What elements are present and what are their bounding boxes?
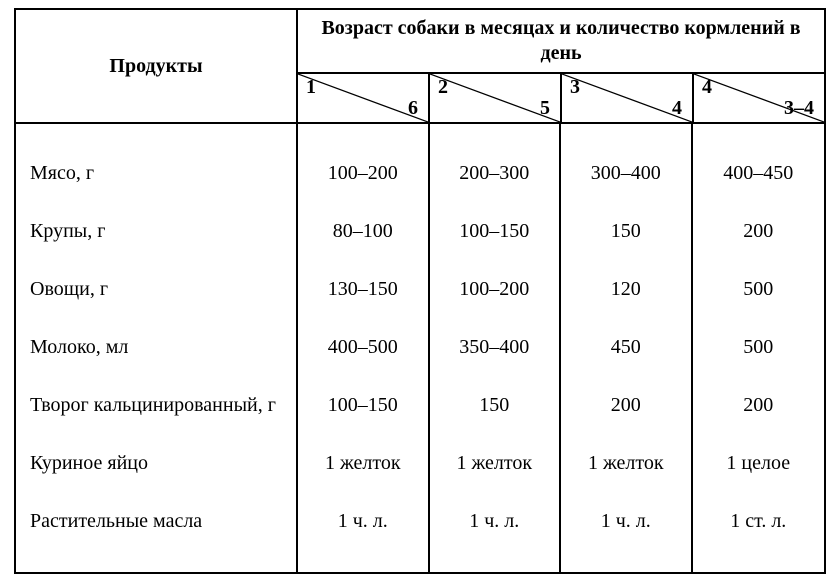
feeding-table: Продукты Возраст собаки в месяцах и коли…: [14, 8, 826, 574]
cell-value: 100–150: [298, 376, 428, 434]
cell-value: 200: [561, 376, 691, 434]
cell-value: 150: [561, 202, 691, 260]
age-top: 3: [570, 76, 580, 99]
cell-value: 1 ч. л.: [561, 492, 691, 550]
product-label: Молоко, мл: [16, 318, 296, 376]
age-col-1: 1 6: [297, 73, 429, 123]
values-column-3: 300–400 150 120 450 200 1 желток 1 ч. л.: [561, 124, 693, 572]
cell-value: 1 желток: [298, 434, 428, 492]
cell-value: 1 ч. л.: [298, 492, 428, 550]
table-body-row: Мясо, г Крупы, г Овощи, г Молоко, мл Тво…: [15, 123, 825, 573]
age-bottom: 5: [540, 97, 550, 120]
table-body: Мясо, г Крупы, г Овощи, г Молоко, мл Тво…: [15, 123, 825, 573]
product-label: Растительные масла: [16, 492, 296, 550]
cell-value: 200–300: [430, 144, 560, 202]
header-age-group: Возраст собаки в месяцах и количество ко…: [297, 9, 825, 73]
age-col-3: 3 4: [561, 73, 693, 123]
cell-value: 200: [693, 376, 825, 434]
age-top: 1: [306, 76, 316, 99]
cell-value: 80–100: [298, 202, 428, 260]
values-column-4: 400–450 200 500 500 200 1 целое 1 ст. л.: [693, 124, 825, 572]
table-header-row: Продукты Возраст собаки в месяцах и коли…: [15, 9, 825, 73]
cell-value: 500: [693, 318, 825, 376]
cell-value: 1 ст. л.: [693, 492, 825, 550]
product-label: Творог кальцинирован­ный, г: [16, 376, 296, 434]
cell-value: 300–400: [561, 144, 691, 202]
cell-value: 400–450: [693, 144, 825, 202]
cell-value: 150: [430, 376, 560, 434]
age-col-2: 2 5: [429, 73, 561, 123]
values-column-1: 100–200 80–100 130–150 400–500 100–150 1…: [298, 124, 430, 572]
age-col-4: 4 3–4: [693, 73, 825, 123]
cell-value: 450: [561, 318, 691, 376]
cell-value: 120: [561, 260, 691, 318]
products-column: Мясо, г Крупы, г Овощи, г Молоко, мл Тво…: [16, 124, 298, 572]
age-bottom: 3–4: [784, 97, 814, 120]
cell-value: 100–200: [430, 260, 560, 318]
product-label: Крупы, г: [16, 202, 296, 260]
age-top: 2: [438, 76, 448, 99]
cell-value: 1 желток: [430, 434, 560, 492]
cell-value: 1 желток: [561, 434, 691, 492]
cell-value: 200: [693, 202, 825, 260]
product-label: Овощи, г: [16, 260, 296, 318]
cell-value: 350–400: [430, 318, 560, 376]
cell-value: 400–500: [298, 318, 428, 376]
cell-value: 500: [693, 260, 825, 318]
values-column-2: 200–300 100–150 100–200 350–400 150 1 же…: [430, 124, 562, 572]
age-bottom: 6: [408, 97, 418, 120]
product-label: Мясо, г: [16, 144, 296, 202]
age-bottom: 4: [672, 97, 682, 120]
product-label: Куриное яйцо: [16, 434, 296, 492]
cell-value: 100–200: [298, 144, 428, 202]
cell-value: 1 целое: [693, 434, 825, 492]
cell-value: 1 ч. л.: [430, 492, 560, 550]
cell-value: 130–150: [298, 260, 428, 318]
header-products: Продукты: [15, 9, 297, 123]
cell-value: 100–150: [430, 202, 560, 260]
age-top: 4: [702, 76, 712, 99]
